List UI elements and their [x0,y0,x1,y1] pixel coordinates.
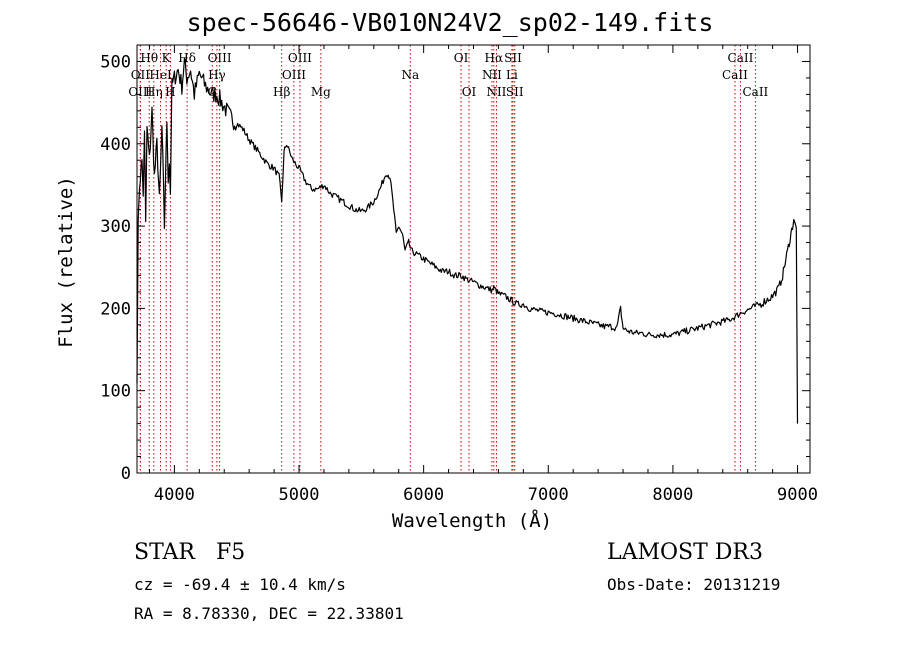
spectral-line-label: Hγ [208,68,226,82]
x-tick-label: 7000 [528,485,569,505]
object-class: STAR [134,540,195,565]
spectral-line-label: K [162,51,172,65]
spectrum-series-line [136,57,799,424]
survey-name: LAMOST DR3 [607,540,763,565]
x-tick-label: 8000 [652,485,693,505]
spectral-line-label: Mg [311,85,331,99]
spectral-line-label: OII [131,68,151,82]
spectral-line-label: OI [462,85,477,99]
object-class-line: STAR F5 [134,540,245,565]
spectral-line-label: SII [504,51,522,65]
x-axis-ticks: 4000 5000 6000 7000 8000 9000 [148,45,818,505]
spectral-line-label: H [165,85,175,99]
spectral-line-label: CaII [742,85,768,99]
spectral-line-label: OIII [128,85,152,99]
spectral-line-label: OIII [208,51,232,65]
y-tick-label: 300 [100,217,131,237]
x-tick-label: 9000 [777,485,818,505]
object-subclass: F5 [215,540,246,565]
y-axis-ticks: 0 100 200 300 400 500 [100,44,810,484]
spectral-line-label: Hθ [140,51,158,65]
spectral-line-label: Hα [485,51,504,65]
spectral-line-label: G [207,85,217,99]
y-tick-label: 400 [100,135,131,155]
spectral-line-label: CaII [728,51,754,65]
spectral-line-label: Hβ [273,85,290,99]
y-tick-label: 0 [121,464,131,484]
spectral-line-label: NII [486,85,506,99]
spectral-line-label: OI [454,51,469,65]
spectral-line-label: SII [506,85,524,99]
spectral-line-labels: Hθ OII OIII K HeI Hη H Hδ OIII Hγ G OIII OIII Hβ Mg Na O… [128,51,768,99]
y-tick-label: 500 [100,52,131,72]
x-tick-label: 6000 [403,485,444,505]
spectral-line-label: OIII [282,68,306,82]
spectral-line-label: OIII [288,51,312,65]
coordinates-text: RA = 8.78330, DEC = 22.33801 [134,604,404,623]
plot-frame [136,44,811,474]
chart-title: spec-56646-VB010N24V2_sp02-149.fits [186,8,714,37]
spectral-line-label: Hδ [178,51,196,65]
spectral-line-label: Li [506,68,518,82]
redshift-text: cz = -69.4 ± 10.4 km/s [134,575,346,594]
y-axis-label: Flux (relative) [55,176,77,348]
spectral-line-markers [139,45,756,473]
spectral-line-label: Hη [145,85,163,99]
spectral-line-label: NII [482,68,502,82]
spectral-line-label: CaII [722,68,748,82]
obs-date-text: Obs-Date: 20131219 [607,575,781,594]
x-axis-label: Wavelength (Å) [391,510,553,532]
spectral-line-label: HeI [149,68,172,82]
x-tick-label: 5000 [279,485,320,505]
y-tick-label: 200 [100,299,131,319]
x-tick-label: 4000 [154,485,195,505]
spectral-line-label: Na [401,68,419,82]
y-tick-label: 100 [100,382,131,402]
